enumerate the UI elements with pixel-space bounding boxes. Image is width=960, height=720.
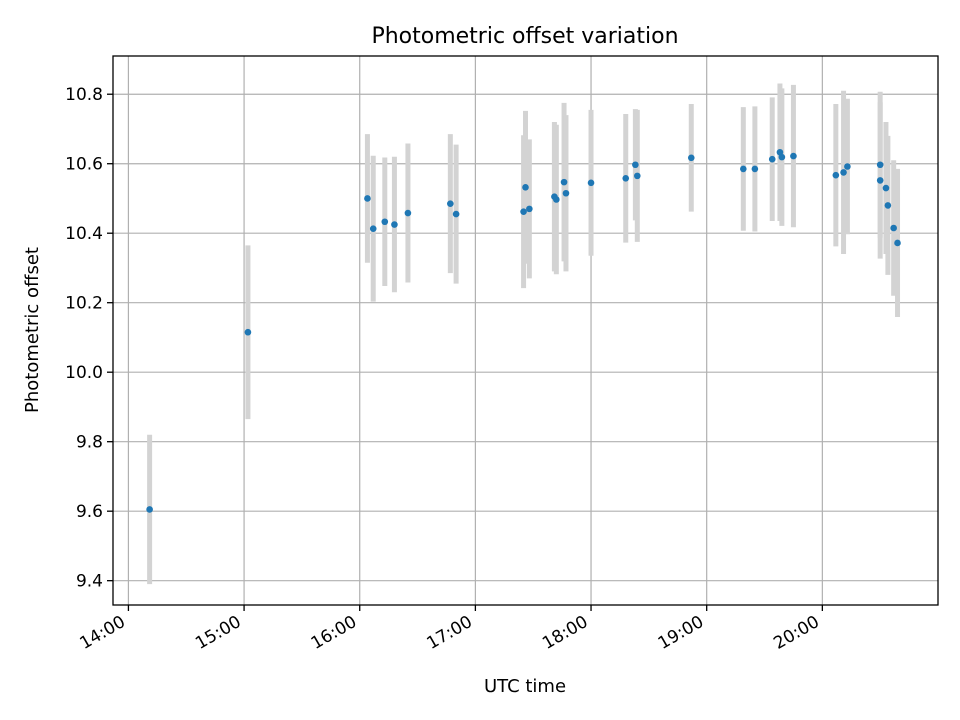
y-tick-label: 10.8 bbox=[65, 85, 103, 105]
data-point bbox=[622, 175, 630, 182]
data-point bbox=[768, 155, 776, 163]
data-point bbox=[526, 205, 533, 213]
data-point bbox=[884, 202, 892, 209]
data-point bbox=[633, 172, 641, 180]
data-point bbox=[391, 221, 398, 228]
data-markers bbox=[146, 148, 901, 513]
data-point bbox=[876, 161, 884, 169]
data-point bbox=[740, 165, 747, 173]
data-point bbox=[890, 224, 897, 232]
y-tick-label: 10.6 bbox=[65, 155, 103, 175]
data-point bbox=[146, 506, 153, 513]
data-point bbox=[778, 153, 786, 161]
data-point bbox=[447, 200, 454, 207]
data-point bbox=[520, 208, 527, 215]
y-tick-label: 9.6 bbox=[76, 502, 103, 522]
chart-title: Photometric offset variation bbox=[371, 24, 678, 49]
data-point bbox=[369, 225, 377, 232]
data-point bbox=[832, 171, 840, 179]
y-tick-label: 9.8 bbox=[76, 433, 103, 453]
data-point bbox=[404, 209, 412, 217]
data-point bbox=[840, 169, 847, 176]
y-axis-label: Photometric offset bbox=[22, 247, 43, 413]
y-tick-label: 9.4 bbox=[76, 572, 103, 592]
data-point bbox=[882, 184, 890, 192]
data-point bbox=[381, 218, 389, 226]
data-point bbox=[587, 179, 595, 187]
data-point bbox=[244, 328, 252, 336]
data-point bbox=[364, 195, 371, 202]
data-point bbox=[560, 178, 568, 186]
data-point bbox=[790, 152, 797, 160]
data-point bbox=[894, 239, 901, 247]
data-point bbox=[553, 196, 560, 203]
y-ticks: 9.4 9.6 9.8 10.0 10.2 10.4 10.6 10.8 bbox=[65, 85, 113, 592]
data-point bbox=[876, 177, 884, 184]
data-point bbox=[632, 161, 639, 169]
y-tick-label: 10.4 bbox=[65, 224, 103, 244]
y-tick-label: 10.0 bbox=[65, 363, 103, 383]
data-point bbox=[562, 189, 570, 197]
data-point bbox=[687, 154, 695, 162]
data-point bbox=[844, 163, 851, 170]
y-tick-label: 10.2 bbox=[65, 294, 103, 314]
data-point bbox=[522, 184, 529, 191]
plot-frame bbox=[112, 55, 939, 606]
data-point bbox=[452, 210, 460, 218]
x-axis-label: UTC time bbox=[484, 676, 566, 697]
data-point bbox=[751, 165, 759, 173]
